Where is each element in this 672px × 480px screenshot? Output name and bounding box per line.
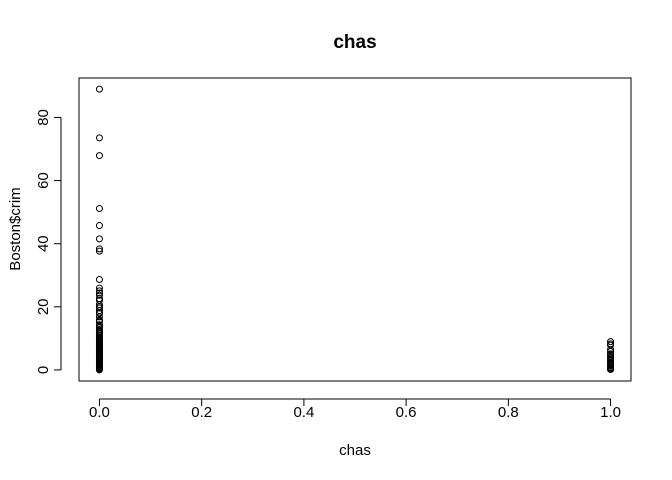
plot-area-border bbox=[78, 77, 632, 382]
data-point bbox=[95, 222, 103, 230]
x-tick-label: 0.4 bbox=[293, 404, 314, 421]
data-point bbox=[95, 152, 103, 160]
y-axis: 0 20 40 60 80 bbox=[35, 109, 62, 374]
data-point bbox=[95, 205, 103, 213]
data-point bbox=[607, 346, 615, 354]
data-point bbox=[95, 287, 103, 295]
y-tick-label: 20 bbox=[35, 298, 52, 315]
x-tick-label: 0.6 bbox=[396, 404, 417, 421]
chart-title: chas bbox=[333, 32, 376, 53]
x-tick-label: 0.2 bbox=[191, 404, 212, 421]
x-tick-label: 1.0 bbox=[600, 404, 621, 421]
data-point bbox=[95, 245, 103, 253]
data-point bbox=[95, 304, 103, 312]
data-point bbox=[607, 338, 615, 346]
data-point bbox=[95, 235, 103, 243]
y-tick-label: 0 bbox=[35, 366, 52, 374]
data-point bbox=[95, 247, 103, 255]
data-point bbox=[95, 85, 103, 93]
data-point bbox=[95, 366, 103, 374]
x-tick-label: 0.0 bbox=[89, 404, 110, 421]
data-point bbox=[95, 134, 103, 142]
x-axis: 0.0 0.2 0.4 0.6 0.8 1.0 bbox=[89, 398, 621, 421]
x-tick-label: 0.8 bbox=[498, 404, 519, 421]
y-axis-label: Boston$crim bbox=[7, 187, 24, 270]
data-point bbox=[95, 284, 103, 292]
data-points bbox=[95, 85, 615, 374]
y-tick-label: 80 bbox=[35, 109, 52, 126]
data-point bbox=[95, 275, 103, 283]
y-tick-label: 60 bbox=[35, 172, 52, 189]
x-axis-label: chas bbox=[339, 442, 371, 459]
data-point bbox=[95, 313, 103, 321]
y-tick-label: 40 bbox=[35, 235, 52, 252]
data-point bbox=[607, 366, 615, 374]
data-point bbox=[95, 291, 103, 299]
